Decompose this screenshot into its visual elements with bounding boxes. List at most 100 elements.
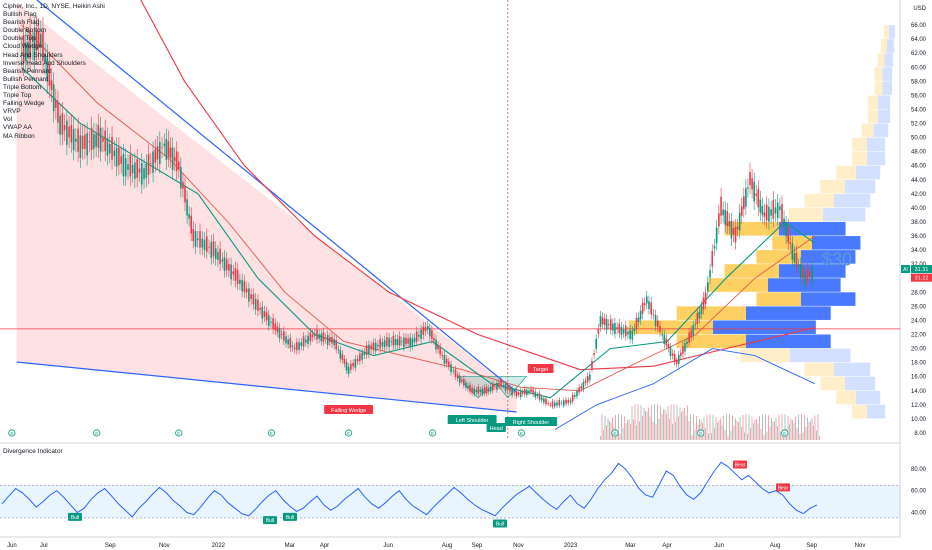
- candle-body: [186, 199, 188, 216]
- price-tick-label: 54.00: [911, 107, 927, 113]
- legend-title[interactable]: Cipher, Inc., 1D, NYSE, Heikin Ashi: [3, 3, 105, 10]
- candle-body: [802, 268, 804, 278]
- legend-item[interactable]: Double Bottom: [3, 27, 46, 35]
- candle-body: [42, 31, 44, 61]
- volume-bar: [735, 418, 736, 440]
- volume-bar: [670, 404, 672, 440]
- candle-body: [469, 384, 471, 392]
- volume-bar: [778, 415, 780, 440]
- candle-body: [354, 359, 357, 368]
- candle-body: [188, 214, 190, 219]
- candle-body: [582, 381, 585, 390]
- candle-body: [629, 330, 631, 339]
- legend-item[interactable]: Triple Top: [3, 92, 32, 100]
- volume-bar: [805, 426, 807, 440]
- candle-body: [343, 358, 346, 364]
- candle-body: [616, 327, 618, 330]
- volume-bar: [633, 419, 634, 440]
- candle-body: [424, 327, 427, 332]
- legend-item[interactable]: Cloud Wedge: [3, 43, 43, 51]
- volume-bar: [615, 414, 616, 440]
- legend-item[interactable]: Vol: [3, 116, 13, 124]
- candle-body: [46, 57, 49, 82]
- volume-profile-row: [788, 207, 823, 222]
- candle-body: [491, 384, 494, 391]
- volume-bar: [687, 405, 688, 440]
- legend-item[interactable]: Bearish Flag: [3, 19, 40, 27]
- volume-bar: [762, 414, 763, 440]
- volume-bar: [624, 416, 625, 440]
- time-tick-label: Nov: [513, 543, 524, 549]
- candle-body: [356, 359, 359, 362]
- legend-item[interactable]: Bearish Pennant: [3, 67, 52, 75]
- volume-profile-row: [845, 179, 876, 194]
- candle-body: [370, 345, 372, 350]
- candle-body: [230, 264, 232, 280]
- candle-body: [783, 218, 785, 227]
- volume-profile-row: [852, 137, 867, 152]
- volume-bar: [733, 425, 735, 440]
- volume-profile-row: [836, 165, 856, 180]
- volume-profile-row: [804, 362, 834, 377]
- currency-label: USD: [913, 6, 926, 12]
- candle-body: [443, 355, 446, 364]
- legend-item[interactable]: VRVP: [3, 108, 21, 116]
- volume-profile-row: [873, 123, 889, 138]
- candle-body: [659, 325, 661, 333]
- candle-body: [607, 324, 610, 326]
- candle-body: [553, 402, 556, 407]
- last-price-text: 31.31: [915, 267, 929, 273]
- volume-bar: [642, 415, 643, 440]
- volume-bar: [631, 405, 633, 440]
- price-axis: 8.00 10.00 12.00 14.00 16.00 18.00 20.00 22.00 2…: [901, 6, 932, 437]
- candle-body: [138, 168, 141, 173]
- candle-body: [254, 298, 257, 310]
- legend-item[interactable]: Double Top: [3, 35, 36, 43]
- pattern-label-text: Head: [490, 426, 503, 432]
- candle-body: [136, 159, 138, 178]
- legend-item[interactable]: MA Ribbon: [3, 132, 35, 140]
- legend-item[interactable]: Triple Bottom: [3, 83, 42, 91]
- candle-body: [97, 124, 100, 148]
- legend-item[interactable]: Falling Wedge: [3, 100, 45, 108]
- candle-body: [27, 41, 29, 59]
- candle-body: [194, 231, 197, 247]
- volume-profile-row: [874, 81, 883, 95]
- volume-bar: [796, 428, 798, 440]
- legend-item[interactable]: Head And Shoulders: [3, 51, 63, 59]
- candle-body: [263, 310, 266, 317]
- volume-profile-row: [845, 376, 876, 391]
- volume-bar: [771, 417, 772, 440]
- volume-bar: [807, 417, 808, 440]
- volume-bars: [600, 404, 820, 440]
- candle-body: [225, 259, 228, 270]
- volume-bar: [774, 421, 775, 440]
- candle-body: [791, 243, 794, 260]
- candle-body: [152, 151, 154, 173]
- volume-bar: [711, 433, 712, 440]
- volume-bar: [625, 423, 627, 440]
- candle-body: [473, 388, 475, 394]
- legend-item[interactable]: Bullish Pennant: [3, 75, 49, 83]
- volume-bar: [690, 414, 691, 440]
- legend-item[interactable]: Bullish Flag: [3, 11, 37, 19]
- volume-bar: [799, 433, 801, 440]
- legend-item[interactable]: Inverse Head And Shoulders: [3, 59, 86, 67]
- volume-bar: [601, 414, 603, 440]
- candle-body: [774, 207, 777, 214]
- candle-body: [413, 337, 416, 343]
- volume-bar: [783, 434, 784, 440]
- volume-bar: [630, 424, 631, 440]
- earnings-marker: E: [517, 429, 525, 437]
- time-tick-label: Jun: [7, 543, 17, 549]
- candle-body: [574, 395, 576, 397]
- candle-body: [724, 209, 727, 225]
- candle-body: [75, 138, 77, 142]
- candle-body: [675, 361, 678, 364]
- indicator-tick-label: 40.00: [911, 511, 927, 517]
- candle-body: [285, 336, 287, 344]
- legend-item[interactable]: VWAP AA: [3, 124, 32, 132]
- candle-body: [543, 398, 545, 403]
- volume-bar: [739, 417, 741, 440]
